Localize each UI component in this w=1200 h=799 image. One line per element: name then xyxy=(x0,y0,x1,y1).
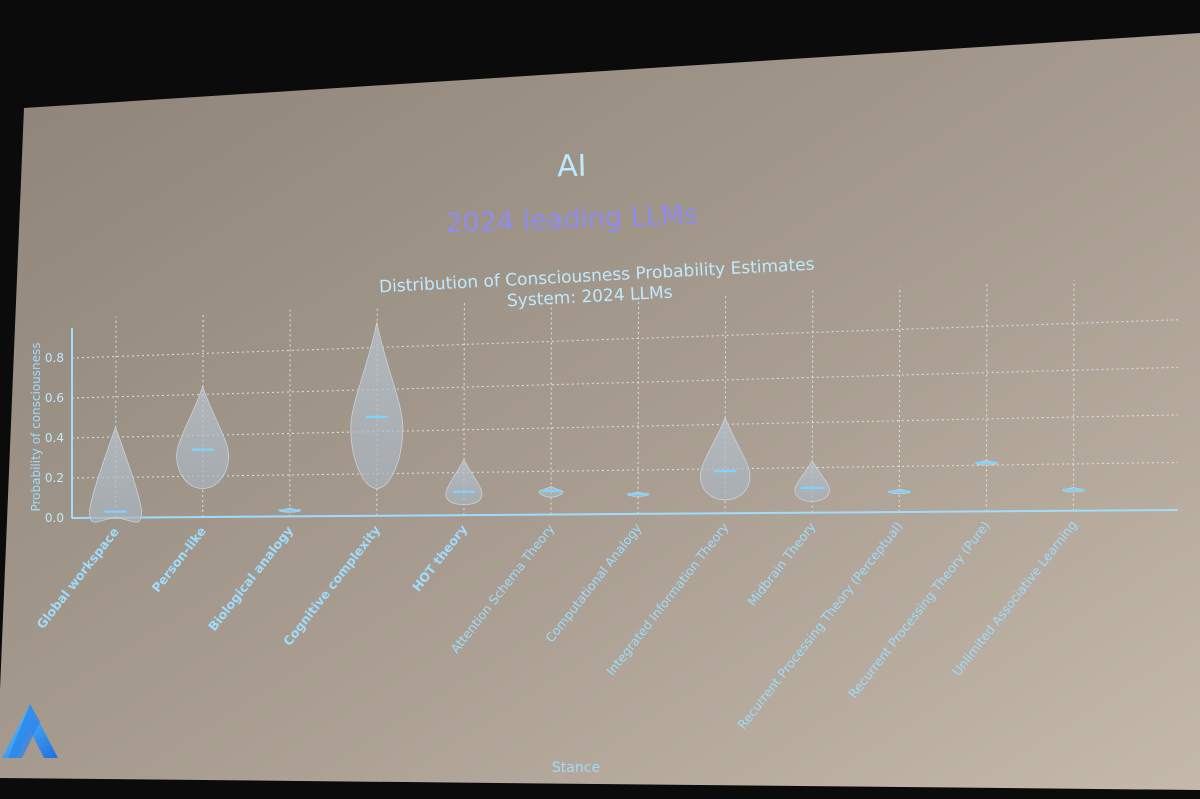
violin-body xyxy=(350,322,404,489)
gridline-v xyxy=(114,316,117,518)
gridline-h xyxy=(71,414,1179,439)
y-tick-label: 0.2 xyxy=(45,471,64,485)
logo-icon xyxy=(2,704,58,758)
gridline-v xyxy=(1072,279,1075,511)
violin-body xyxy=(89,425,142,523)
y-axis-label: Probability of consciousness xyxy=(29,342,43,511)
slide-title: AI xyxy=(557,149,587,185)
gridline-v xyxy=(811,289,814,513)
y-tick-label: 0.6 xyxy=(45,391,64,405)
gridline-v xyxy=(202,313,204,518)
violin-body xyxy=(176,384,230,489)
y-tick-label: 0.8 xyxy=(45,351,64,365)
y-tick-label: 0.4 xyxy=(45,431,64,445)
y-tick-label: 0.0 xyxy=(45,511,64,525)
gridline-v xyxy=(637,296,640,514)
gridline-v xyxy=(985,283,988,512)
x-axis xyxy=(71,509,1179,519)
x-axis-label: Stance xyxy=(552,760,600,776)
violin-body xyxy=(794,459,830,502)
gridline-v xyxy=(550,299,553,515)
violin-body xyxy=(445,458,483,505)
projection-screen xyxy=(0,33,1200,790)
violin-body xyxy=(699,416,751,501)
